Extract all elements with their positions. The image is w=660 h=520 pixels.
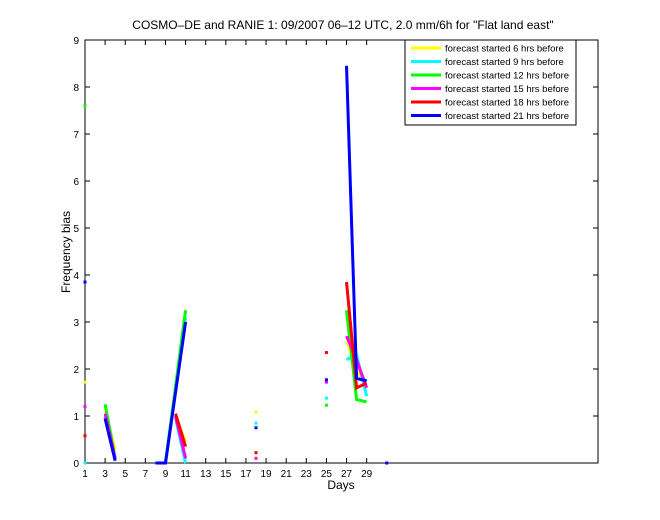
legend-label: forecast started 12 hrs before [445, 71, 569, 82]
x-tick-label: 17 [240, 469, 252, 480]
y-tick-label: 7 [73, 130, 79, 141]
data-point [324, 351, 328, 355]
y-tick-label: 2 [73, 365, 79, 376]
data-point [324, 378, 328, 382]
series-line [345, 310, 367, 404]
x-tick-label: 3 [102, 469, 108, 480]
x-tick-label: 25 [321, 469, 333, 480]
y-axis-label: Frequency bias [59, 211, 73, 293]
x-tick-label: 27 [341, 469, 353, 480]
series-line [103, 418, 117, 461]
data-point [83, 380, 87, 384]
x-tick-label: 9 [163, 469, 169, 480]
y-tick-label: 8 [73, 83, 79, 94]
x-tick-label: 5 [122, 469, 128, 480]
legend: forecast started 6 hrs before forecast st… [404, 39, 577, 126]
y-tick-label: 1 [73, 412, 79, 423]
data-point [83, 434, 87, 438]
series-5 [83, 65, 389, 465]
y-tick-label: 4 [73, 271, 79, 282]
x-tick-label: 15 [220, 469, 232, 480]
data-point [83, 280, 87, 284]
x-tick-label: 11 [180, 469, 191, 480]
data-point [254, 410, 258, 414]
x-tick-label: 29 [361, 469, 373, 480]
y-tick-label: 9 [73, 36, 79, 47]
x-tick-label: 23 [301, 469, 313, 480]
data-point [324, 403, 328, 407]
y-tick-label: 6 [73, 177, 79, 188]
y-tick-label: 3 [73, 318, 79, 329]
x-axis-label: Days [327, 478, 354, 492]
legend-label: forecast started 18 hrs before [445, 98, 569, 109]
legend-box [404, 39, 577, 126]
data-point [83, 405, 87, 409]
y-tick-label: 0 [73, 459, 79, 470]
y-tick-label: 5 [73, 224, 79, 235]
x-tick-label: 13 [200, 469, 212, 480]
data-point [254, 421, 258, 425]
series-line [345, 65, 367, 383]
series-line [345, 281, 368, 391]
x-tick-label: 21 [281, 469, 293, 480]
x-tick-label: 7 [143, 469, 149, 480]
data-point [83, 104, 87, 108]
data-point [324, 396, 328, 400]
data-point [324, 380, 328, 384]
x-tick-label: 1 [82, 469, 88, 480]
legend-label: forecast started 6 hrs before [445, 44, 564, 55]
data-point [83, 461, 87, 465]
series-line [155, 321, 188, 465]
data-point [254, 451, 258, 455]
data-point [385, 461, 389, 465]
legend-label: forecast started 21 hrs before [445, 111, 569, 122]
data-point [254, 456, 258, 460]
series-line [174, 413, 188, 447]
legend-label: forecast started 15 hrs before [445, 84, 569, 95]
legend-label: forecast started 9 hrs before [445, 57, 564, 68]
chart-title: COSMO–DE and RANIE 1: 09/2007 06–12 UTC,… [132, 18, 553, 32]
data-point [254, 426, 258, 430]
x-tick-label: 19 [260, 469, 272, 480]
